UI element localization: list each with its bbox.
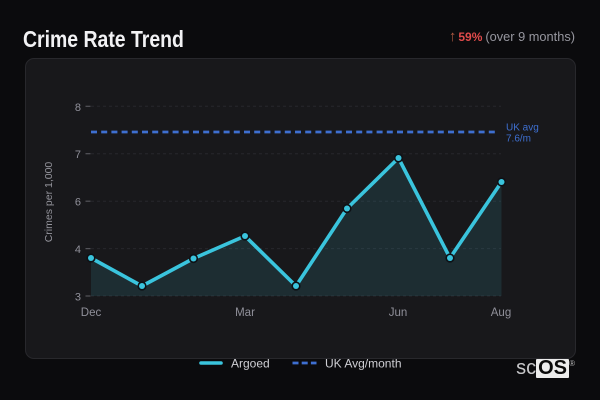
svg-text:UK Avg/month: UK Avg/month	[325, 357, 402, 371]
svg-text:Aug: Aug	[491, 307, 511, 319]
svg-text:3: 3	[75, 292, 81, 304]
svg-text:UK avg: UK avg	[506, 123, 539, 134]
svg-text:7: 7	[75, 149, 81, 161]
svg-text:Dec: Dec	[81, 307, 102, 319]
svg-text:Crimes per 1,000: Crimes per 1,000	[43, 162, 55, 243]
svg-text:6: 6	[75, 197, 81, 209]
svg-text:Argoed: Argoed	[231, 357, 270, 371]
svg-text:4: 4	[75, 244, 81, 256]
svg-text:Jun: Jun	[389, 307, 408, 319]
svg-text:7.6/m: 7.6/m	[506, 134, 531, 145]
svg-text:Mar: Mar	[235, 307, 255, 319]
svg-text:8: 8	[75, 102, 81, 114]
